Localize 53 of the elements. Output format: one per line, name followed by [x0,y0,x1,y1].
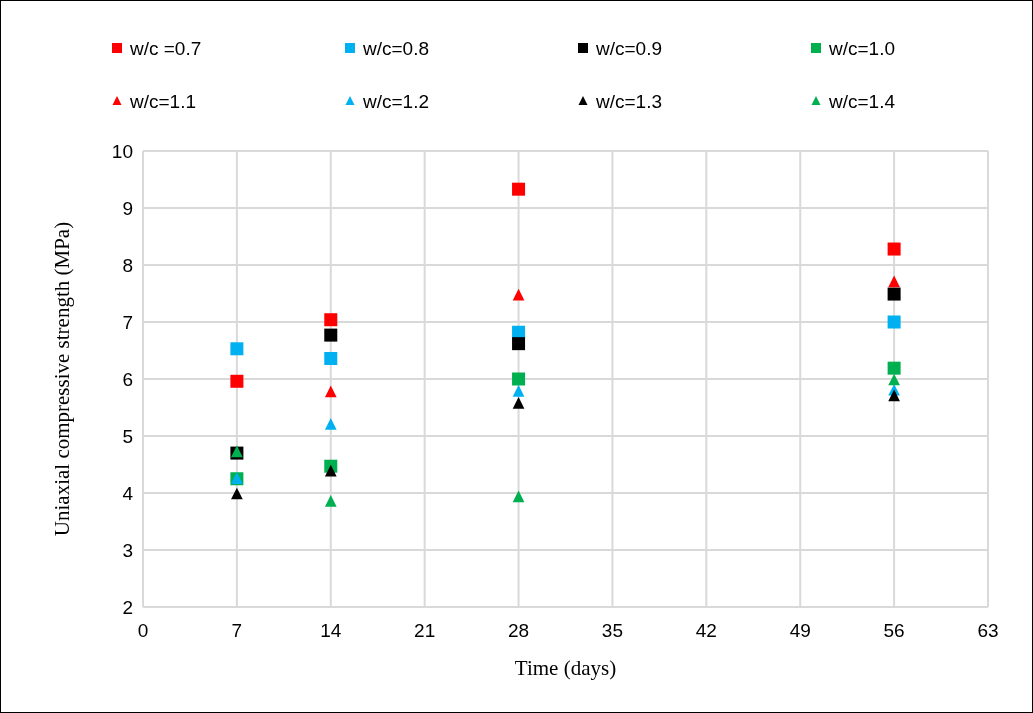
point [887,315,901,329]
point [324,385,337,398]
y-tick-label: 10 [111,141,133,162]
y-tick-label: 7 [122,312,133,333]
point [324,313,338,327]
point [324,351,338,365]
point [512,288,525,301]
legend-label: w/c=1.3 [595,91,663,112]
y-tick-label: 9 [122,198,133,219]
point [230,342,244,356]
x-tick-label: 63 [977,620,999,641]
point [512,490,525,503]
y-axis-title: Uniaxial compressive strength (MPa) [50,221,74,537]
point [888,373,900,386]
legend-label: w/c =0.7 [129,38,202,59]
point [324,418,337,430]
legend-label: w/c=1.4 [828,91,896,112]
point [324,495,337,507]
y-tick-label: 6 [122,369,133,390]
x-tick-label: 35 [601,620,624,641]
y-tick-label: 8 [122,255,133,276]
y-tick-label: 3 [122,540,133,561]
x-tick-label: 14 [320,620,342,641]
legend-label: w/c=1.0 [828,38,896,59]
point [888,275,900,288]
x-tick-label: 42 [695,620,717,641]
point [512,385,525,397]
x-tick-label: 0 [137,620,149,641]
y-tick-label: 2 [122,597,133,618]
y-tick-label: 4 [122,483,134,504]
x-tick-label: 7 [231,620,243,641]
point [512,182,526,196]
point [324,328,338,342]
point [888,389,900,402]
y-tick-label: 5 [122,426,133,447]
legend-label: w/c=1.2 [362,91,430,112]
point [887,361,901,375]
x-tick-label: 28 [507,620,530,641]
point [512,397,525,409]
point [887,242,901,256]
legend-label: w/c=0.8 [362,38,430,59]
legend-label: w/c=1.1 [129,91,197,112]
x-tick-label: 21 [414,620,436,641]
legend-label: w/c=0.9 [595,38,663,59]
x-tick-label: 49 [789,620,811,641]
point [230,374,244,388]
point [324,464,337,477]
point [512,337,526,351]
point [512,372,526,386]
point [887,287,901,301]
x-tick-label: 56 [883,620,905,641]
point [231,487,243,500]
x-axis-title: Time (days) [514,656,617,680]
